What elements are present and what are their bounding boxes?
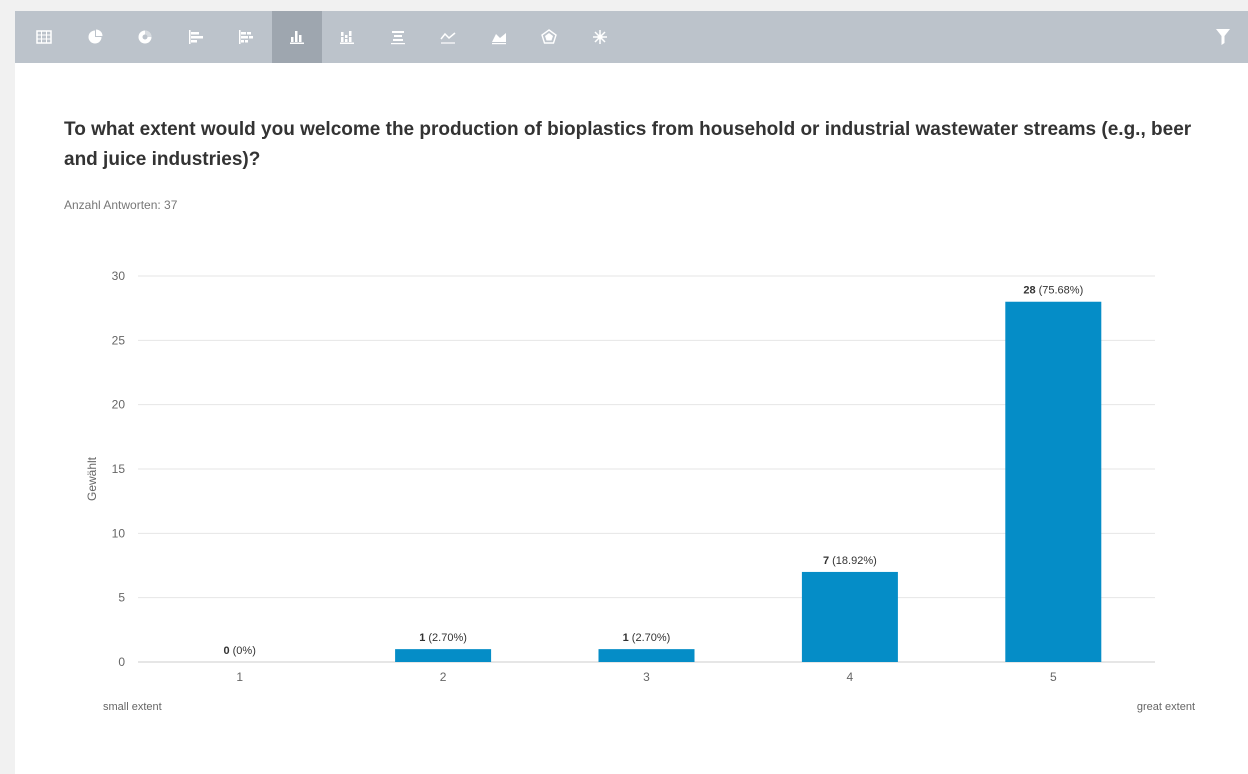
line-chart-icon (440, 32, 456, 44)
data-labels: 0 (0%)1 (2.70%) 1 (2.70%)7 (18.92%)28 (75.68%) (224, 285, 1084, 657)
bar[interactable] (598, 649, 695, 662)
x-tick-label: 3 (643, 670, 650, 684)
scale-min-label: small extent (103, 701, 162, 713)
toolbar-button-line-chart[interactable] (423, 11, 473, 63)
scale-max-label: great extent (1137, 701, 1195, 713)
table-icon (36, 30, 52, 44)
toolbar-button-pie-chart[interactable] (70, 11, 120, 63)
x-tick-label: 5 (1050, 670, 1057, 684)
stacked-horizontal-bar-icon (239, 30, 253, 44)
toolbar-button-radar-chart[interactable] (524, 11, 574, 63)
data-label: 28 (75.68%) (1023, 285, 1083, 297)
y-tick-label: 0 (118, 655, 125, 669)
y-axis-ticks: 0 5 10 15 20 25 30 (112, 269, 126, 669)
data-label-count: 7 (823, 555, 829, 567)
toolbar-button-star-chart[interactable] (575, 11, 625, 63)
centered-bar-icon (390, 31, 405, 45)
data-label-percent: (2.70%) (632, 632, 671, 644)
star-chart-icon (592, 30, 607, 44)
data-label-percent: (75.68%) (1039, 285, 1084, 297)
stacked-vertical-bar-icon (340, 31, 354, 44)
chart-bars (395, 301, 1102, 662)
x-axis-ticks: 1 2 3 4 5 (236, 670, 1057, 684)
data-label-count: 1 (419, 632, 425, 644)
data-label: 1 (2.70%) (419, 632, 467, 644)
radar-chart-icon (541, 29, 557, 44)
y-tick-label: 25 (112, 333, 126, 347)
data-label-count: 28 (1023, 285, 1035, 297)
toolbar-button-stacked-vertical-bar[interactable] (322, 11, 372, 63)
data-label-count: 0 (224, 645, 230, 657)
toolbar-button-area-chart[interactable] (474, 11, 524, 63)
area-chart-icon (491, 33, 506, 45)
x-tick-label: 4 (847, 670, 854, 684)
data-label: 1 (2.70%) (623, 632, 671, 644)
toolbar-button-horizontal-bar[interactable] (171, 11, 221, 63)
filter-icon (1216, 29, 1230, 45)
toolbar-button-donut-chart[interactable] (120, 11, 170, 63)
pie-chart-icon (88, 29, 102, 44)
x-tick-label: 2 (440, 670, 447, 684)
question-title: To what extent would you welcome the pro… (64, 119, 1192, 170)
data-label-percent: (18.92%) (832, 555, 877, 567)
x-tick-label: 1 (236, 670, 243, 684)
response-count: Anzahl Antworten: 37 (64, 198, 178, 212)
toolbar-button-stacked-horizontal-bar[interactable] (221, 11, 271, 63)
chart-gridlines (138, 275, 1155, 663)
donut-chart-icon (138, 30, 152, 44)
vertical-bar-icon (289, 31, 304, 44)
chart-panel: To what extent would you welcome the pro… (15, 11, 1248, 774)
y-axis-label: Gewählt (85, 456, 99, 501)
y-tick-label: 30 (112, 269, 126, 283)
toolbar-button-centered-bar[interactable] (373, 11, 423, 63)
filter-button[interactable] (1198, 11, 1248, 63)
y-tick-label: 15 (112, 462, 126, 476)
horizontal-bar-icon (188, 30, 203, 44)
y-tick-label: 20 (112, 398, 126, 412)
data-label-percent: (0%) (233, 645, 256, 657)
data-label: 7 (18.92%) (823, 555, 877, 567)
toolbar-button-table[interactable] (19, 11, 69, 63)
bar[interactable] (801, 571, 898, 662)
data-label: 0 (0%) (224, 645, 256, 657)
y-tick-label: 5 (118, 591, 125, 605)
data-label-percent: (2.70%) (428, 632, 467, 644)
toolbar-button-vertical-bar[interactable] (271, 11, 322, 63)
chart-type-toolbar (15, 11, 1248, 63)
y-tick-label: 10 (112, 526, 126, 540)
bar[interactable] (395, 649, 492, 662)
bar[interactable] (1005, 301, 1102, 662)
data-label-count: 1 (623, 632, 629, 644)
